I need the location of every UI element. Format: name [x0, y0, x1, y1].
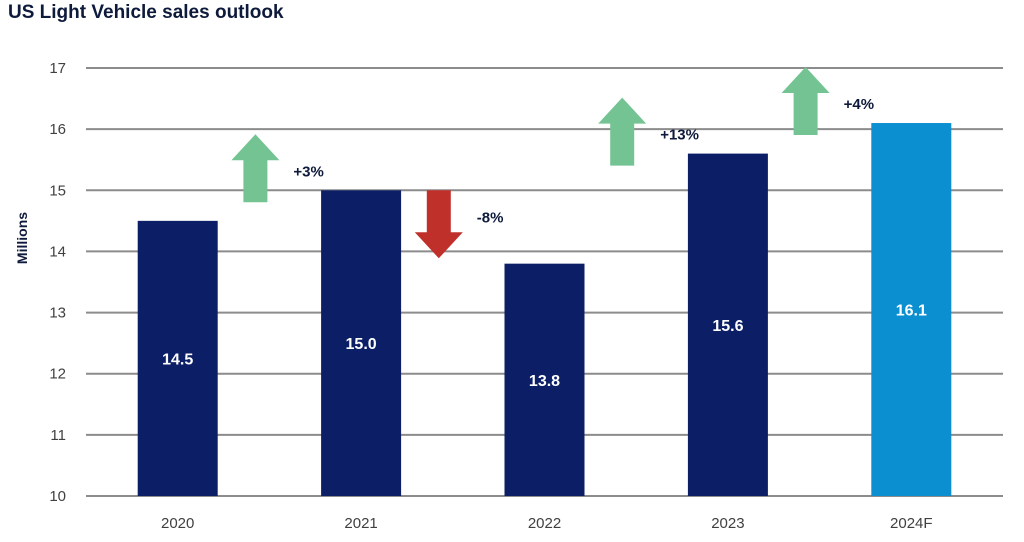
y-tick-label: 17 — [49, 60, 66, 77]
y-tick-label: 12 — [49, 366, 66, 383]
x-category-label: 2024F — [890, 515, 933, 532]
bar-value-label: 14.5 — [162, 351, 193, 368]
y-tick-label: 13 — [49, 305, 66, 322]
y-tick-label: 10 — [49, 488, 66, 505]
change-label: +4% — [844, 96, 874, 113]
up-arrow-icon — [598, 97, 647, 166]
down-arrow-icon — [414, 190, 463, 259]
bar — [137, 220, 218, 496]
y-axis-label: Millions — [14, 212, 30, 264]
up-arrow-icon — [231, 134, 280, 203]
bar-value-label: 13.8 — [529, 373, 560, 390]
x-category-label: 2022 — [528, 515, 561, 532]
y-axis-ticks: 10 11 12 13 14 15 16 17 — [49, 60, 66, 505]
bar-value-label: 16.1 — [896, 303, 927, 320]
bar — [504, 263, 585, 496]
change-arrows: +3% -8% +13% +4% — [231, 67, 874, 259]
up-arrow-icon — [781, 67, 830, 136]
x-category-label: 2020 — [161, 515, 194, 532]
bars: 14.5 15.0 13.8 15.6 16.1 — [137, 123, 952, 497]
y-tick-label: 15 — [49, 182, 66, 199]
bar — [871, 123, 952, 497]
y-tick-label: 14 — [49, 243, 66, 260]
bar-value-label: 15.0 — [346, 336, 377, 353]
y-tick-label: 16 — [49, 121, 66, 138]
chart-title: US Light Vehicle sales outlook — [8, 2, 284, 23]
x-axis-categories: 2020 2021 2022 2023 2024F — [161, 515, 933, 532]
bar-value-label: 15.6 — [712, 318, 743, 335]
x-category-label: 2021 — [344, 515, 377, 532]
bar — [321, 190, 402, 497]
change-label: +3% — [293, 163, 323, 180]
y-tick-label: 11 — [50, 427, 66, 444]
change-label: -8% — [477, 209, 504, 226]
change-label: +13% — [660, 127, 699, 144]
x-category-label: 2023 — [711, 515, 744, 532]
bar — [687, 153, 768, 496]
